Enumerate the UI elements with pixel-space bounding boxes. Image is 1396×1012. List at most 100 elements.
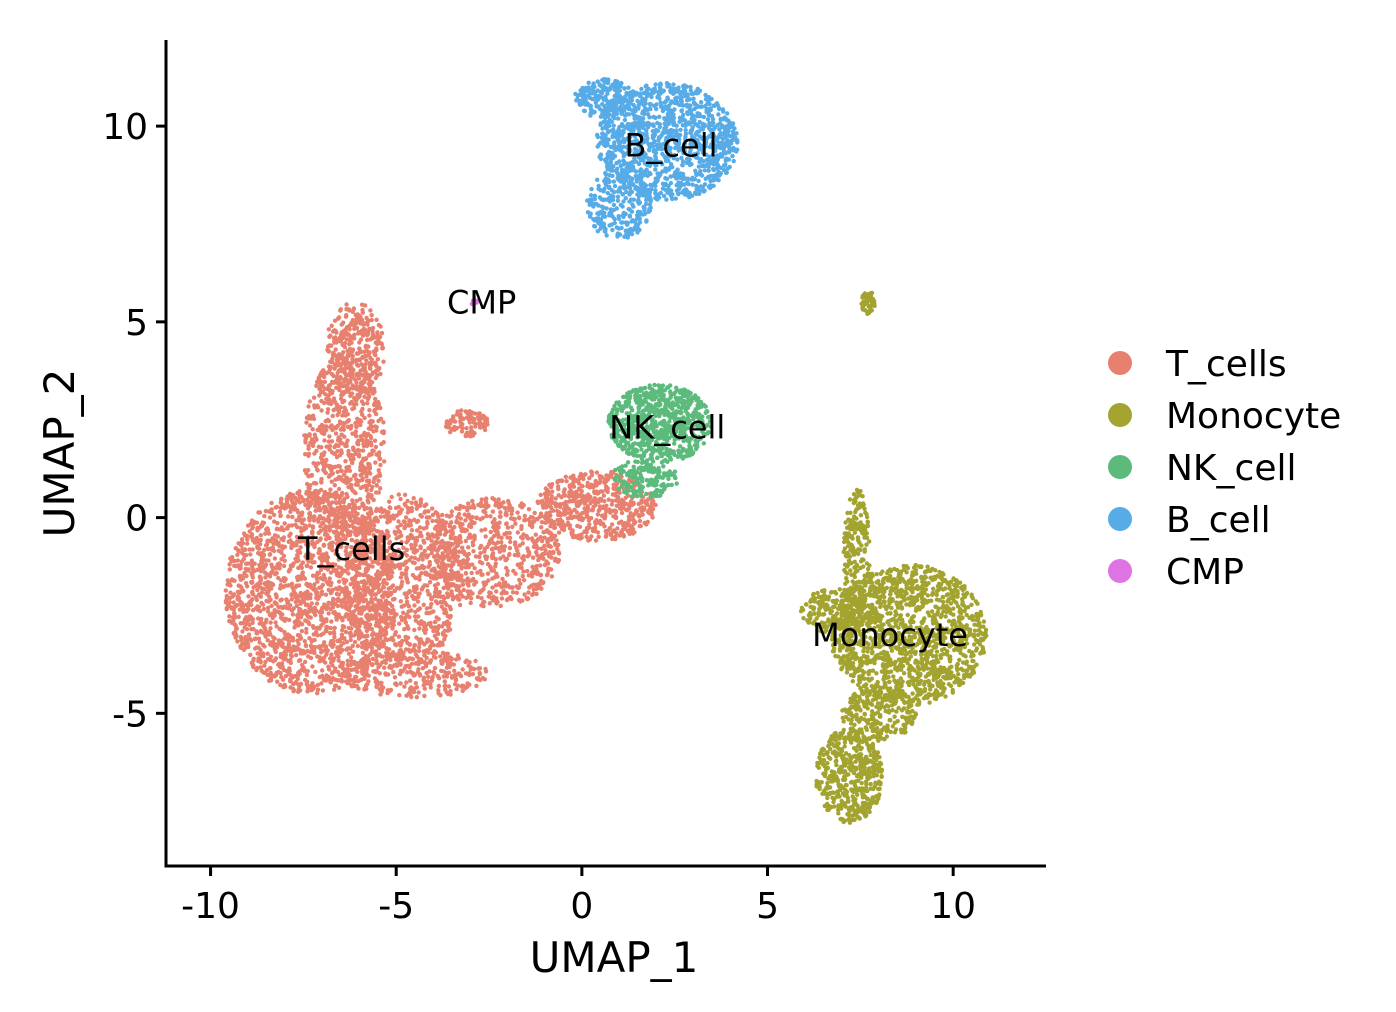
data-point [450, 597, 456, 602]
data-point [471, 576, 476, 582]
data-point [339, 544, 344, 549]
data-point [442, 524, 447, 529]
data-point [323, 592, 329, 597]
data-point [340, 666, 346, 671]
data-point [570, 528, 575, 533]
data-point [371, 614, 376, 619]
data-point [295, 577, 300, 583]
data-point [478, 568, 483, 574]
data-point [420, 585, 426, 590]
data-point [343, 506, 348, 511]
data-point [332, 451, 337, 456]
data-point [534, 591, 539, 597]
data-point [335, 603, 340, 609]
data-point [306, 535, 311, 540]
data-point [341, 331, 346, 336]
data-point [416, 645, 422, 650]
data-point [463, 518, 468, 523]
data-point [272, 608, 277, 613]
data-point [364, 478, 370, 484]
data-point [275, 679, 280, 684]
data-point [263, 562, 269, 567]
data-point [546, 568, 551, 573]
data-point [265, 605, 271, 611]
data-point [427, 562, 432, 567]
data-point [315, 682, 320, 688]
data-point [311, 395, 317, 400]
data-point [304, 581, 309, 586]
data-point [307, 399, 312, 404]
data-point [223, 600, 229, 605]
data-point [389, 494, 394, 500]
data-point [250, 524, 255, 530]
data-point [446, 684, 452, 689]
data-point [322, 379, 328, 385]
data-point [376, 478, 381, 483]
data-point [317, 537, 323, 543]
data-point [281, 584, 286, 590]
data-point [323, 553, 329, 558]
data-point [335, 587, 340, 592]
data-point [268, 678, 274, 683]
data-point [531, 539, 536, 544]
data-point [283, 604, 289, 609]
data-point [278, 513, 283, 518]
data-point [235, 639, 240, 644]
data-point [316, 379, 321, 384]
data-point [466, 512, 471, 517]
data-point [371, 479, 376, 485]
data-point [473, 658, 478, 664]
data-point [345, 438, 350, 443]
data-point [248, 552, 253, 557]
data-point [422, 540, 427, 545]
data-point [404, 599, 410, 604]
data-point [610, 536, 615, 542]
data-point [438, 545, 444, 550]
data-point [307, 423, 313, 428]
data-point [404, 577, 410, 582]
data-point [338, 405, 343, 410]
data-point [348, 518, 353, 523]
data-point [347, 502, 352, 508]
data-point [352, 396, 357, 401]
data-point [412, 603, 417, 608]
data-point [265, 538, 270, 543]
data-point [332, 318, 338, 323]
data-point [250, 547, 255, 552]
data-point [335, 678, 341, 683]
data-point [490, 496, 495, 501]
data-point [373, 375, 378, 381]
data-point [344, 639, 350, 645]
data-point [649, 503, 654, 509]
data-point [460, 582, 466, 587]
data-point [433, 553, 439, 558]
data-point [295, 508, 300, 513]
data-point [425, 519, 430, 525]
data-point [358, 337, 364, 342]
data-point [493, 522, 498, 528]
data-point [299, 628, 305, 634]
data-point [409, 542, 414, 548]
data-point [457, 539, 463, 545]
data-point [365, 633, 370, 639]
data-point [559, 478, 565, 484]
data-point [505, 597, 510, 602]
data-point [272, 674, 277, 679]
data-point [317, 393, 322, 398]
data-point [336, 557, 341, 562]
data-point [245, 537, 250, 542]
data-point [316, 506, 321, 511]
data-point [434, 518, 439, 524]
data-point [367, 350, 372, 355]
data-point [544, 559, 549, 564]
data-point [315, 633, 320, 638]
data-point [247, 617, 252, 622]
data-point [463, 432, 469, 438]
data-point [355, 643, 361, 649]
data-point [278, 682, 283, 688]
data-point [440, 556, 445, 561]
data-point [369, 493, 374, 498]
data-point [630, 529, 636, 534]
data-point [325, 347, 330, 353]
data-point [434, 625, 439, 630]
